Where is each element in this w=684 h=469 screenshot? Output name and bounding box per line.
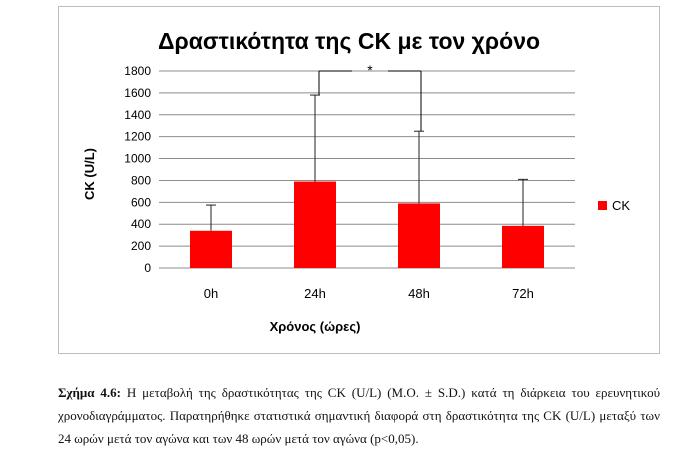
y-tick-1400: 1400	[124, 108, 151, 122]
error-bars	[206, 94, 528, 231]
legend-swatch-ck	[598, 201, 607, 210]
x-tick-24h: 24h	[304, 286, 326, 301]
y-axis-label: CK (U/L)	[82, 148, 97, 200]
bar-72h	[502, 225, 544, 268]
y-tick-1000: 1000	[124, 152, 151, 166]
x-tick-72h: 72h	[512, 286, 534, 301]
y-tick-1200: 1200	[124, 130, 151, 144]
bar-24h	[294, 181, 336, 268]
sig-star: *	[367, 62, 373, 78]
x-tick-48h: 48h	[408, 286, 430, 301]
y-tick-200: 200	[131, 239, 151, 253]
figure-caption: Σχήμα 4.6: Η μεταβολή της δραστικότητας …	[58, 381, 660, 450]
y-tick-600: 600	[131, 195, 151, 209]
bars	[190, 181, 544, 268]
y-tick-400: 400	[131, 217, 151, 231]
legend: CK	[598, 198, 630, 213]
bar-0h	[190, 230, 232, 268]
y-tick-0: 0	[144, 261, 151, 275]
y-tick-1600: 1600	[124, 86, 151, 100]
caption-text: Η μεταβολή της δραστικότητας της CK (U/L…	[58, 385, 660, 446]
chart-title: Δραστικότητα της CK με τον χρόνο	[158, 28, 540, 54]
chart-frame: Δραστικότητα της CK με τον χρόνο 0 200 400…	[58, 6, 660, 354]
significance-bracket: *	[318, 62, 422, 132]
x-tick-labels: 0h 24h 48h 72h	[204, 286, 534, 301]
ck-bar-chart: Δραστικότητα της CK με τον χρόνο 0 200 400…	[82, 28, 630, 334]
y-tick-labels: 0 200 400 600 800 1000 1200 1400 1600 1800	[124, 64, 151, 275]
y-tick-800: 800	[131, 173, 151, 187]
legend-label-ck: CK	[612, 198, 630, 213]
x-axis-label: Χρόνος (ώρες)	[270, 319, 361, 334]
caption-label: Σχήμα 4.6:	[58, 385, 121, 400]
y-tick-1800: 1800	[124, 64, 151, 78]
x-tick-0h: 0h	[204, 286, 218, 301]
bar-48h	[398, 203, 440, 268]
